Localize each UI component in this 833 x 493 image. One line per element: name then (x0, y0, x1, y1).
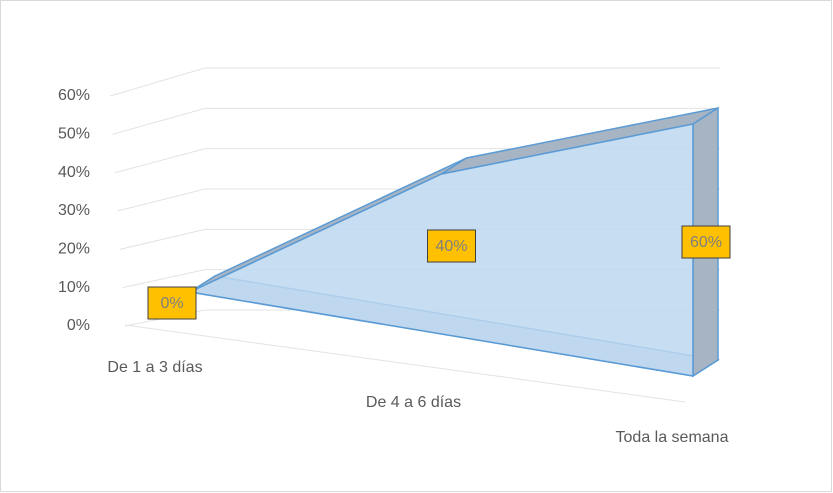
value-label-box (681, 225, 731, 259)
floor-line (124, 324, 686, 403)
grid-line (112, 107, 720, 135)
value-label: 60% (690, 234, 722, 251)
y-tick-label: 0% (67, 317, 90, 334)
value-label: 0% (160, 295, 183, 312)
y-tick-label: 60% (58, 87, 90, 104)
x-tick-label: De 1 a 3 días (107, 359, 202, 376)
y-tick-label: 30% (58, 202, 90, 219)
value-label-box (147, 286, 197, 320)
x-tick-label: De 4 a 6 días (366, 394, 461, 411)
y-tick-label: 50% (58, 126, 90, 143)
y-tick-label: 40% (58, 164, 90, 181)
y-tick-label: 10% (58, 279, 90, 296)
x-tick-label: Toda la semana (616, 429, 729, 446)
y-tick-label: 20% (58, 241, 90, 258)
value-label-box (427, 229, 476, 263)
grid-line (109, 67, 720, 97)
value-label: 40% (435, 238, 467, 255)
